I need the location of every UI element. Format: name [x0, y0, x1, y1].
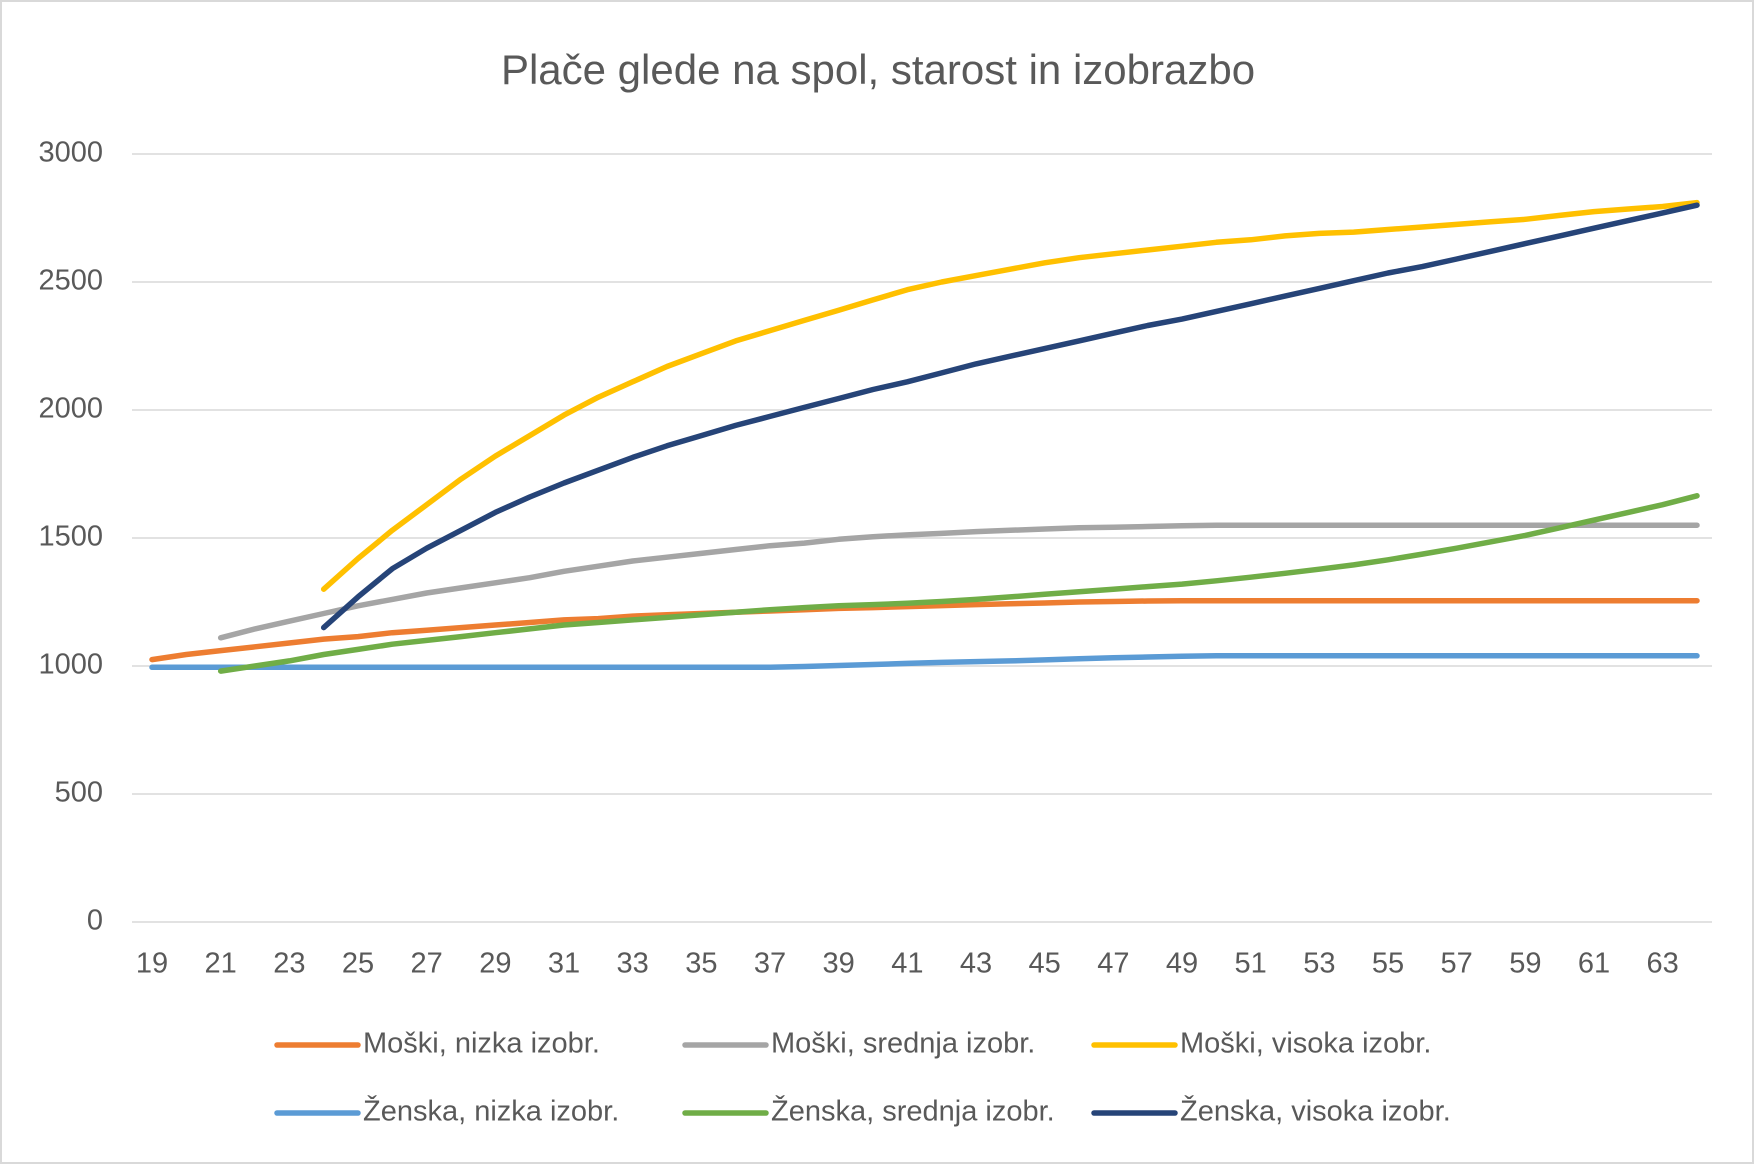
legend-label: Moški, nizka izobr. [363, 1028, 600, 1060]
y-tick-label: 2500 [38, 265, 103, 297]
x-tick-label: 43 [960, 948, 992, 980]
x-tick-label: 37 [754, 948, 786, 980]
x-tick-label: 25 [342, 948, 374, 980]
x-tick-label: 23 [273, 948, 305, 980]
x-tick-label: 21 [205, 948, 237, 980]
x-tick-label: 35 [685, 948, 717, 980]
y-tick-label: 2000 [38, 393, 103, 425]
y-tick-label: 500 [55, 777, 103, 809]
x-tick-label: 39 [823, 948, 855, 980]
legend-label: Ženska, nizka izobr. [363, 1095, 619, 1128]
series-line [217, 522, 1700, 641]
legend-label: Moški, srednja izobr. [771, 1028, 1035, 1060]
legend-label: Ženska, visoka izobr. [1180, 1095, 1451, 1128]
legend-label: Moški, visoka izobr. [1180, 1028, 1431, 1060]
chart-title: Plače glede na spol, starost in izobrazb… [501, 46, 1255, 93]
y-tick-label: 1500 [38, 521, 103, 553]
x-tick-label: 59 [1509, 948, 1541, 980]
x-tick-label: 19 [136, 948, 168, 980]
x-tick-label: 29 [479, 948, 511, 980]
x-tick-label: 41 [891, 948, 923, 980]
series-line [149, 597, 1700, 663]
x-tick-label: 55 [1372, 948, 1404, 980]
x-tick-label: 33 [617, 948, 649, 980]
x-tick-label: 49 [1166, 948, 1198, 980]
y-tick-label: 3000 [38, 137, 103, 169]
x-tick-label: 63 [1647, 948, 1679, 980]
x-tick-label: 51 [1235, 948, 1267, 980]
y-tick-label: 0 [87, 905, 103, 937]
x-tick-label: 31 [548, 948, 580, 980]
series-line [149, 653, 1700, 671]
series-line [320, 202, 1700, 631]
x-tick-label: 57 [1441, 948, 1473, 980]
x-tick-label: 53 [1303, 948, 1335, 980]
x-tick-label: 27 [411, 948, 443, 980]
x-tick-label: 61 [1578, 948, 1610, 980]
series-line [320, 199, 1700, 592]
x-tick-label: 47 [1097, 948, 1129, 980]
x-tick-label: 45 [1029, 948, 1061, 980]
series-line [217, 493, 1700, 674]
y-tick-label: 1000 [38, 649, 103, 681]
legend-label: Ženska, srednja izobr. [771, 1095, 1055, 1128]
